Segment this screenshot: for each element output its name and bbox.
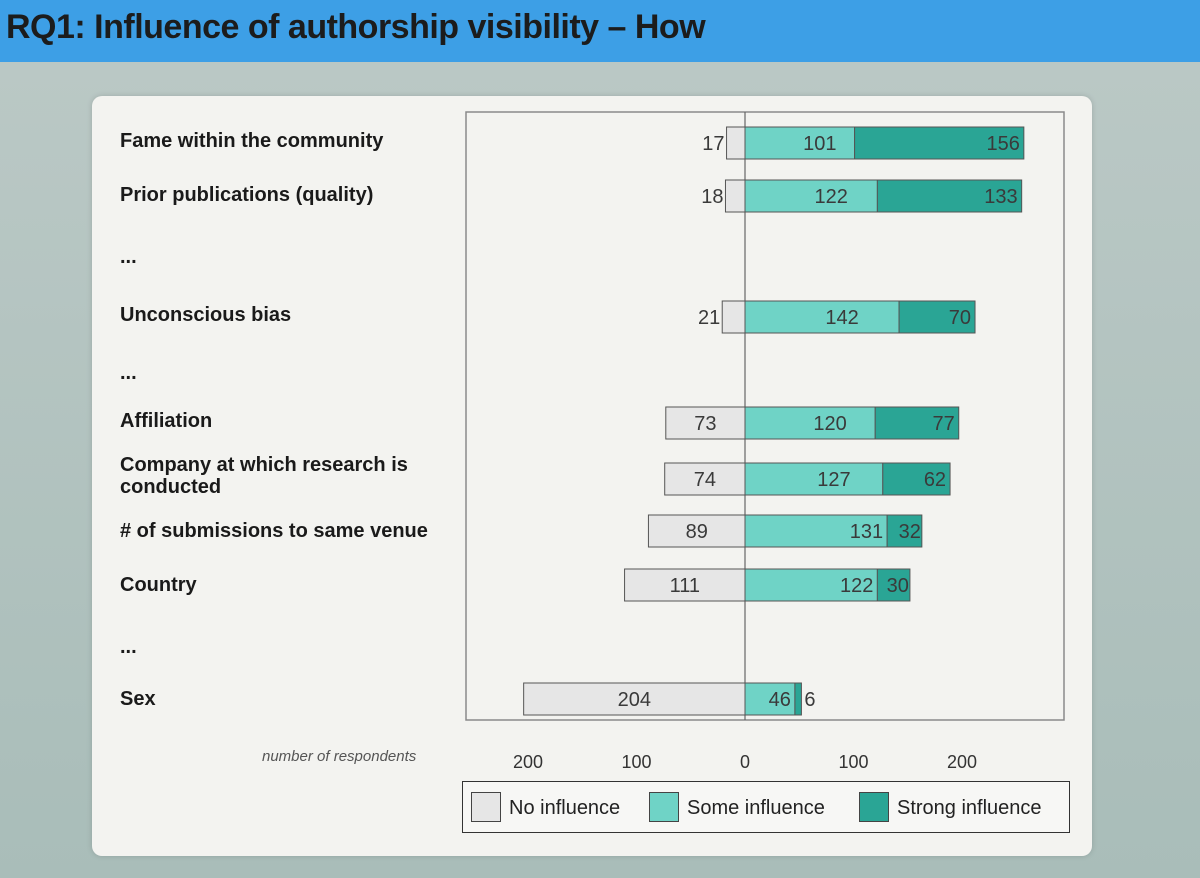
bar-some-influence (744, 126, 856, 160)
bar-label-no-influence: 204 (618, 689, 651, 711)
legend-swatch-some-influence (649, 792, 679, 822)
bar-label-some-influence: 46 (769, 689, 791, 711)
bar-label-no-influence: 18 (701, 186, 723, 208)
bar-strong-influence (876, 568, 911, 602)
bar-label-some-influence: 127 (817, 469, 850, 491)
category-label-submissions: # of submissions to same venue (120, 520, 428, 542)
bar-label-strong-influence: 77 (932, 413, 954, 435)
category-label-unconscious-bias: Unconscious bias (120, 304, 292, 326)
legend-label-some-influence: Some influence (687, 797, 825, 819)
bar-strong-influence (874, 406, 960, 440)
bar-label-some-influence: 101 (803, 133, 836, 155)
legend-swatch-strong-influence (859, 792, 889, 822)
category-ellipsis-3: ... (120, 636, 137, 658)
legend-label-strong-influence: Strong influence (897, 797, 1042, 819)
x-tick-label: 200 (947, 752, 977, 772)
x-tick-label: 0 (740, 752, 750, 772)
bar-label-strong-influence: 70 (949, 307, 971, 329)
x-tick-label: 100 (838, 752, 868, 772)
bar-label-some-influence: 142 (825, 307, 858, 329)
bar-no-influence (721, 300, 746, 334)
bar-strong-influence (882, 462, 951, 496)
category-label-fame: Fame within the community (120, 130, 384, 152)
bar-label-no-influence: 111 (670, 575, 700, 597)
legend-swatch-no-influence (471, 792, 501, 822)
bar-strong-influence (794, 682, 802, 716)
bar-strong-influence (854, 126, 1025, 160)
bar-no-influence (624, 568, 746, 602)
bar-label-some-influence: 122 (814, 186, 847, 208)
bar-label-no-influence: 89 (686, 521, 708, 543)
bar-no-influence (726, 126, 746, 160)
bar-strong-influence (886, 514, 923, 548)
bar-strong-influence (898, 300, 976, 334)
category-label-prior-publications: Prior publications (quality) (120, 184, 374, 206)
bar-label-strong-influence: 156 (986, 133, 1019, 155)
x-tick-label: 200 (513, 752, 543, 772)
category-ellipsis-1: ... (120, 246, 137, 268)
x-axis-title: number of respondents (262, 748, 417, 765)
bar-strong-influence (876, 179, 1023, 213)
bar-label-strong-influence: 30 (887, 575, 909, 597)
bar-label-some-influence: 120 (813, 413, 846, 435)
slide-title: RQ1: Influence of authorship visibility … (6, 8, 706, 46)
bar-label-strong-influence: 6 (804, 689, 815, 711)
bar-label-some-influence: 122 (840, 575, 873, 597)
bar-no-influence (664, 462, 746, 496)
x-tick-label: 100 (621, 752, 651, 772)
plot-frame (465, 111, 1065, 721)
bar-label-no-influence: 21 (698, 307, 720, 329)
legend: No influence Some influence Strong influ… (462, 781, 1070, 833)
category-ellipsis-2: ... (120, 362, 137, 384)
category-label-affiliation: Affiliation (120, 410, 213, 432)
bar-label-strong-influence: 133 (984, 186, 1017, 208)
bar-label-strong-influence: 62 (924, 469, 946, 491)
bar-label-no-influence: 73 (694, 413, 716, 435)
bar-some-influence (744, 568, 878, 602)
bar-label-strong-influence: 32 (899, 521, 921, 543)
bar-label-some-influence: 131 (850, 521, 883, 543)
bar-some-influence (744, 179, 878, 213)
bar-some-influence (744, 406, 876, 440)
legend-label-no-influence: No influence (509, 797, 621, 819)
bar-no-influence (724, 179, 746, 213)
bar-no-influence (665, 406, 746, 440)
bar-some-influence (744, 462, 884, 496)
category-label-country: Country (120, 574, 197, 596)
bar-no-influence (523, 682, 746, 716)
bar-label-no-influence: 74 (694, 469, 716, 491)
bar-some-influence (744, 300, 900, 334)
bar-some-influence (744, 682, 796, 716)
title-bar: RQ1: Influence of authorship visibility … (0, 0, 1200, 62)
category-label-company: Company at which research is conducted (120, 454, 408, 498)
bar-label-no-influence: 17 (702, 133, 724, 155)
category-label-sex: Sex (120, 688, 156, 710)
